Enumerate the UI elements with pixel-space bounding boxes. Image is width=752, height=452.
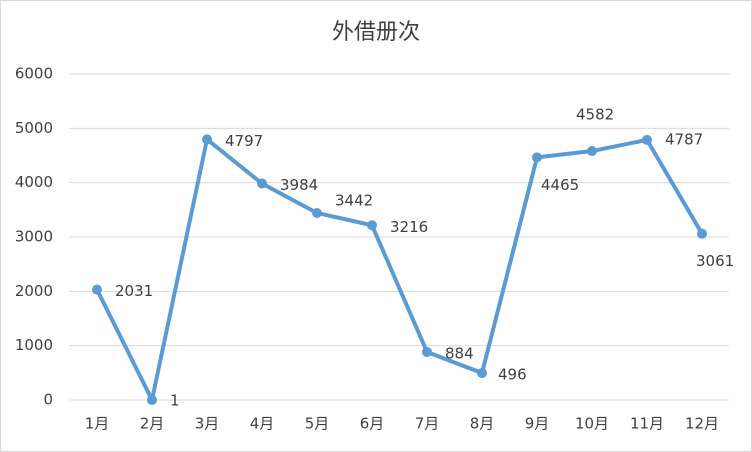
- data-label: 4582: [576, 106, 614, 124]
- y-tick-label: 6000: [15, 65, 53, 83]
- data-label: 1: [170, 391, 180, 409]
- data-point: [532, 152, 542, 163]
- y-tick-label: 2000: [15, 282, 53, 300]
- data-label: 2031: [115, 282, 153, 300]
- data-point: [422, 346, 432, 357]
- data-label: 496: [498, 366, 527, 384]
- chart-title: 外借册次: [332, 20, 420, 45]
- data-point: [642, 134, 652, 145]
- data-label: 3216: [390, 218, 428, 236]
- data-point: [587, 146, 597, 157]
- data-point: [477, 368, 487, 379]
- data-point: [312, 207, 322, 218]
- data-point: [697, 228, 707, 239]
- data-point: [257, 178, 267, 189]
- data-label: 3442: [335, 191, 373, 209]
- y-tick-label: 1000: [15, 336, 53, 354]
- data-point: [202, 134, 212, 145]
- x-tick-label: 8月: [470, 415, 495, 433]
- data-label: 3061: [696, 252, 734, 270]
- data-label: 3984: [280, 176, 318, 194]
- x-tick-label: 1月: [85, 415, 110, 433]
- x-tick-label: 6月: [360, 415, 385, 433]
- x-tick-label: 12月: [685, 415, 719, 433]
- data-label: 4465: [541, 176, 579, 194]
- data-label: 884: [445, 344, 474, 362]
- data-point: [92, 284, 102, 295]
- x-tick-label: 10月: [575, 415, 609, 433]
- x-tick-label: 7月: [415, 415, 440, 433]
- x-tick-label: 5月: [305, 415, 330, 433]
- x-tick-label: 2月: [140, 415, 165, 433]
- x-tick-label: 4月: [250, 415, 275, 433]
- data-label: 4797: [225, 132, 263, 150]
- y-tick-label: 4000: [15, 173, 53, 191]
- data-label: 4787: [665, 130, 703, 148]
- y-tick-label: 0: [43, 391, 53, 409]
- data-point: [367, 220, 377, 231]
- y-tick-label: 5000: [15, 119, 53, 137]
- data-line: [95, 137, 704, 402]
- y-tick-label: 3000: [15, 228, 53, 246]
- x-tick-label: 3月: [195, 415, 220, 433]
- x-tick-label: 9月: [525, 415, 550, 433]
- x-tick-label: 11月: [630, 415, 664, 433]
- data-point: [147, 394, 157, 405]
